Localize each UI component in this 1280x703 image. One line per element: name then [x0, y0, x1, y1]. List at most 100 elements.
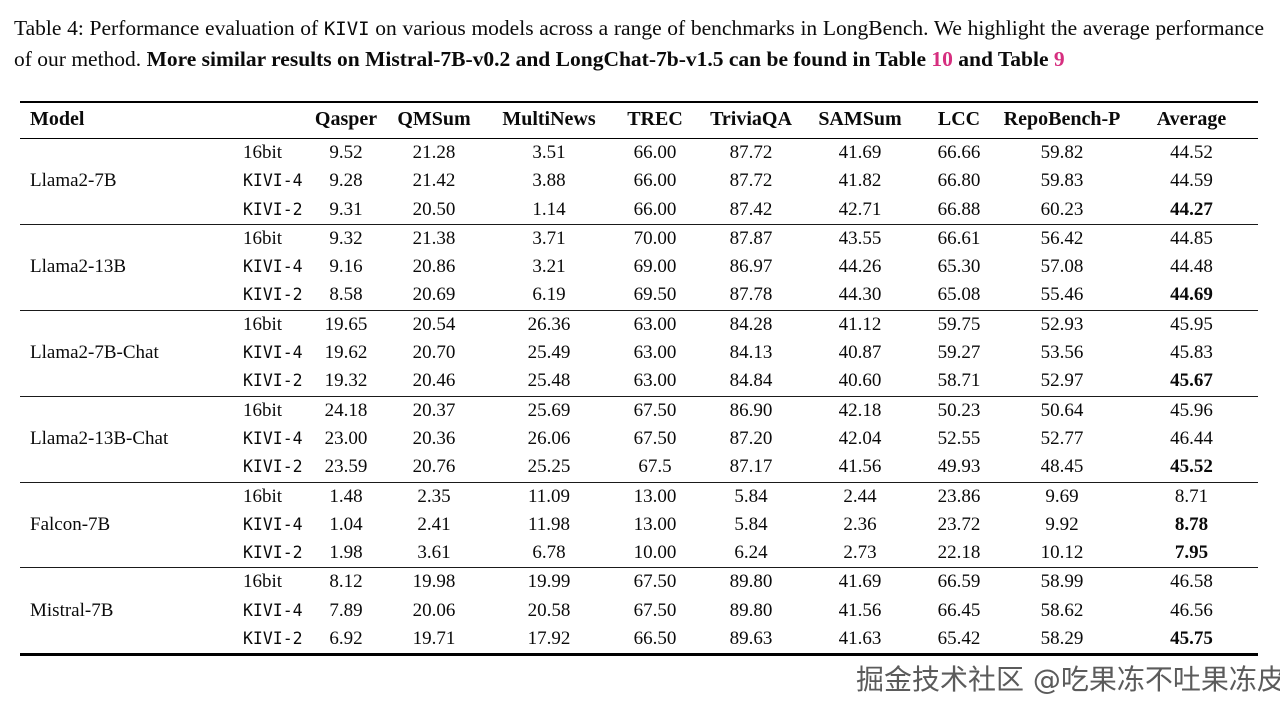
caption-bold-and: and Table — [952, 47, 1054, 71]
value-cell: 26.06 — [527, 427, 571, 449]
value-cell: 25.49 — [527, 342, 571, 364]
table-row: KIVI-2 6.92 19.71 17.92 66.50 89.63 41.63 65.42… — [20, 625, 1258, 655]
value-cell: 5.84 — [734, 513, 768, 535]
average-cell: 44.59 — [1170, 170, 1213, 192]
method-label: KIVI-2 — [243, 543, 303, 563]
table-row: KIVI-2 23.59 20.76 25.25 67.5 87.17 41.56 49.93… — [20, 453, 1258, 482]
average-cell: 45.75 — [1170, 628, 1213, 650]
value-cell: 20.36 — [412, 427, 456, 449]
model-name: Mistral-7B — [20, 567, 235, 655]
value-cell: 19.99 — [489, 567, 609, 597]
value-cell: 48.45 — [1040, 456, 1084, 478]
value-cell: 84.28 — [701, 309, 801, 340]
column-header-repobench-p: RepoBench-P — [1003, 108, 1121, 130]
value-cell: 87.17 — [729, 456, 773, 478]
value-cell: 66.88 — [937, 198, 981, 220]
average-cell: 45.83 — [1170, 342, 1213, 364]
value-cell: 25.48 — [527, 370, 571, 392]
column-header-triviaqa: TriviaQA — [710, 108, 792, 130]
average-cell: 7.95 — [1174, 542, 1209, 564]
value-cell: 41.63 — [838, 628, 882, 650]
value-cell: 52.77 — [1040, 427, 1084, 449]
value-cell: 63.00 — [609, 309, 701, 340]
value-cell: 41.56 — [838, 456, 882, 478]
value-cell: 87.72 — [729, 142, 773, 163]
value-cell: 89.80 — [701, 567, 801, 597]
method-label: KIVI-4 — [243, 600, 303, 620]
method-label: 16bit — [235, 567, 313, 597]
value-cell: 9.16 — [329, 256, 363, 278]
value-cell: 23.72 — [937, 513, 981, 535]
method-label: KIVI-2 — [243, 629, 303, 649]
value-cell: 65.30 — [937, 256, 981, 278]
value-cell: 41.82 — [838, 170, 882, 192]
value-cell: 86.90 — [701, 395, 801, 425]
method-label: KIVI-2 — [243, 285, 303, 305]
value-cell: 65.08 — [937, 284, 981, 306]
value-cell: 20.46 — [412, 370, 456, 392]
method-label: 16bit — [235, 481, 313, 511]
table-9-reference[interactable]: 9 — [1053, 47, 1065, 71]
value-cell: 25.69 — [489, 395, 609, 425]
value-cell: 70.00 — [609, 223, 701, 254]
header-row: Model Qasper QMSum MultiNews TREC TriviaQA SAM… — [20, 102, 1258, 139]
value-cell: 53.56 — [1040, 342, 1084, 364]
value-cell: 3.51 — [532, 142, 566, 163]
value-cell: 9.31 — [329, 198, 363, 220]
method-label: KIVI-4 — [243, 428, 303, 448]
average-cell: 8.71 — [1125, 481, 1258, 511]
value-cell: 67.50 — [609, 567, 701, 597]
table-row: Llama2-7B 16bit 9.52 21.28 3.51 66.00 87.72 41.… — [20, 139, 1258, 191]
method-label: KIVI-2 — [243, 199, 303, 219]
value-cell: 21.38 — [379, 223, 489, 254]
value-cell: 59.83 — [1040, 170, 1084, 192]
value-cell: 52.97 — [1040, 370, 1084, 392]
table-row: KIVI-4 9.28 21.42 3.88 66.00 87.72 41.82 66.80 5… — [20, 167, 1258, 195]
value-cell: 19.98 — [379, 567, 489, 597]
value-cell: 20.54 — [379, 309, 489, 340]
value-cell: 69.50 — [633, 284, 677, 306]
table-10-reference[interactable]: 10 — [931, 47, 953, 71]
value-cell: 84.13 — [729, 342, 773, 364]
column-header-model: Model — [30, 108, 85, 130]
value-cell: 1.48 — [313, 481, 379, 511]
caption-kivi-mono: KIVI — [323, 18, 370, 40]
value-cell: 3.88 — [532, 170, 566, 192]
value-cell: 58.71 — [937, 370, 981, 392]
caption-bold-note: More similar results on Mistral-7B-v0.2 … — [146, 47, 932, 71]
value-cell: 59.27 — [937, 342, 981, 364]
value-cell: 66.59 — [919, 567, 999, 597]
value-cell: 52.55 — [937, 427, 981, 449]
value-cell: 59.75 — [919, 309, 999, 340]
value-cell: 1.98 — [329, 542, 363, 564]
method-label: KIVI-2 — [243, 371, 303, 391]
model-name: Llama2-7B — [30, 170, 117, 192]
value-cell: 6.19 — [532, 284, 566, 306]
table-row: KIVI-4 1.04 2.41 11.98 13.00 5.84 2.36 23.72 9.9… — [20, 511, 1258, 539]
method-label: KIVI-2 — [243, 457, 303, 477]
value-cell: 60.23 — [1040, 198, 1084, 220]
value-cell: 63.00 — [633, 342, 677, 364]
value-cell: 67.50 — [633, 599, 677, 621]
caption-middle: on various models across a range of benc… — [14, 16, 1265, 71]
method-label: KIVI-4 — [243, 171, 303, 191]
value-cell: 2.41 — [417, 513, 451, 535]
table-row: KIVI-2 9.31 20.50 1.14 66.00 87.42 42.71 66.88 6… — [20, 196, 1258, 225]
method-label: 16bit — [235, 395, 313, 425]
value-cell: 41.69 — [838, 142, 882, 163]
value-cell: 59.82 — [1040, 142, 1084, 163]
value-cell: 20.37 — [379, 395, 489, 425]
value-cell: 23.59 — [324, 456, 368, 478]
value-cell: 19.71 — [412, 628, 456, 650]
value-cell: 3.21 — [532, 256, 566, 278]
value-cell: 40.87 — [838, 342, 882, 364]
average-cell: 44.48 — [1170, 256, 1213, 278]
value-cell: 66.61 — [919, 223, 999, 254]
column-header-multinews: MultiNews — [502, 108, 596, 130]
value-cell: 8.58 — [329, 284, 363, 306]
value-cell: 3.71 — [489, 223, 609, 254]
value-cell: 9.92 — [1045, 513, 1079, 535]
average-cell: 44.85 — [1125, 223, 1258, 254]
column-header-average: Average — [1156, 108, 1227, 130]
value-cell: 2.35 — [379, 481, 489, 511]
